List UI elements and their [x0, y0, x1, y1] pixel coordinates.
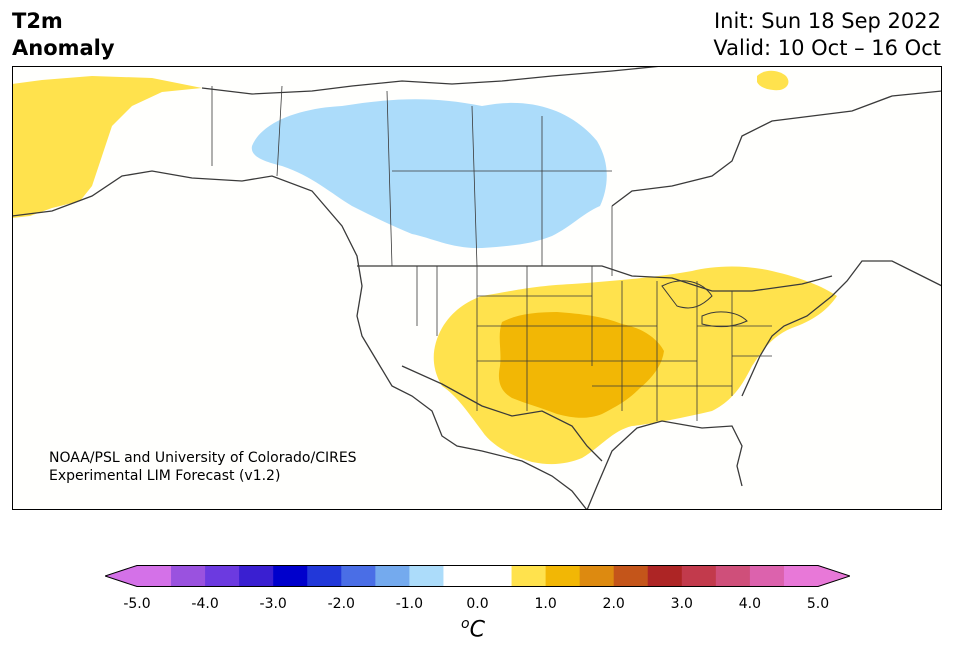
us-mexico-border	[401, 365, 603, 462]
colorbar-swatch	[749, 565, 785, 587]
credit-text: NOAA/PSL and University of Colorado/CIRE…	[49, 449, 357, 485]
unit-degree: o	[461, 616, 470, 632]
colorbar-swatch	[613, 565, 649, 587]
canada-cool-region	[251, 99, 607, 249]
colorbar-swatch	[681, 565, 717, 587]
credit-line-1: NOAA/PSL and University of Colorado/CIRE…	[49, 450, 357, 466]
title-line-anomaly: Anomaly	[12, 36, 115, 60]
colorbar-tick-label: 3.0	[670, 596, 693, 612]
alaska-warm-region	[12, 76, 202, 218]
colorbar-swatch	[307, 565, 342, 587]
colorbar-tick-label: 1.0	[534, 596, 557, 612]
credit-line-2: Experimental LIM Forecast (v1.2)	[49, 468, 281, 484]
colorbar-swatch	[545, 565, 581, 587]
colorbar-swatch	[715, 565, 751, 587]
colorbar-swatch	[171, 565, 206, 587]
colorbar-tick-label: -2.0	[327, 596, 355, 612]
colorbar-swatch	[783, 565, 819, 587]
colorbar-swatch	[409, 565, 444, 587]
colorbar-tick-label: 5.0	[806, 596, 830, 612]
colorbar-swatch	[647, 565, 683, 587]
colorbar-ticks: -5.0 -4.0 -3.0 -2.0 -1.0 0.0 1.0 2.0 3.0 4.0 5.0	[0, 596, 953, 616]
colorbar-swatch	[341, 565, 376, 587]
colorbar-tick-label: -3.0	[259, 596, 287, 612]
colorbar-tick-label: -5.0	[123, 596, 151, 612]
colorbar-swatch	[239, 565, 274, 587]
colorbar-swatch	[205, 565, 240, 587]
hudson-bay-coast	[611, 90, 942, 207]
colorbar-tick-label: 4.0	[738, 596, 762, 612]
colorbar	[105, 565, 850, 587]
colorbar-tick-label: 2.0	[602, 596, 625, 612]
colorbar-swatch	[375, 565, 410, 587]
map-title: T2m Anomaly	[12, 8, 115, 62]
colorbar-unit: oC	[461, 616, 485, 642]
colorbar-tick-label: 0.0	[466, 596, 489, 612]
colorbar-tick-label: -1.0	[395, 596, 424, 612]
map-frame	[12, 66, 942, 510]
colorbar-swatch	[273, 565, 308, 587]
plains-warm-core	[498, 312, 664, 418]
baffin-warm-region	[757, 70, 789, 91]
colorbar-swatch	[579, 565, 615, 587]
colorbar-swatch	[477, 565, 513, 587]
title-line-variable: T2m	[12, 9, 63, 33]
colorbar-over-arrow	[818, 565, 850, 587]
colorbar-swatch	[137, 565, 172, 587]
west-coast-line	[12, 170, 588, 510]
forecast-dates: Init: Sun 18 Sep 2022 Valid: 10 Oct – 16…	[713, 8, 941, 62]
colorbar-tick-label: -4.0	[191, 596, 219, 612]
unit-celsius: C	[469, 617, 485, 643]
anomaly-map	[12, 66, 942, 510]
colorbar-swatch	[511, 565, 547, 587]
colorbar-outline	[105, 565, 850, 587]
east-coast-line	[741, 260, 942, 397]
great-lakes	[661, 280, 748, 328]
us-canada-border	[357, 265, 833, 292]
colorbar-under-arrow	[105, 565, 137, 587]
init-date: Init: Sun 18 Sep 2022	[713, 9, 941, 33]
gulf-coast-line	[586, 420, 743, 510]
canada-province-borders	[211, 85, 613, 276]
valid-range: Valid: 10 Oct – 16 Oct	[713, 36, 941, 60]
colorbar-swatch	[443, 565, 478, 587]
state-borders	[416, 266, 772, 421]
